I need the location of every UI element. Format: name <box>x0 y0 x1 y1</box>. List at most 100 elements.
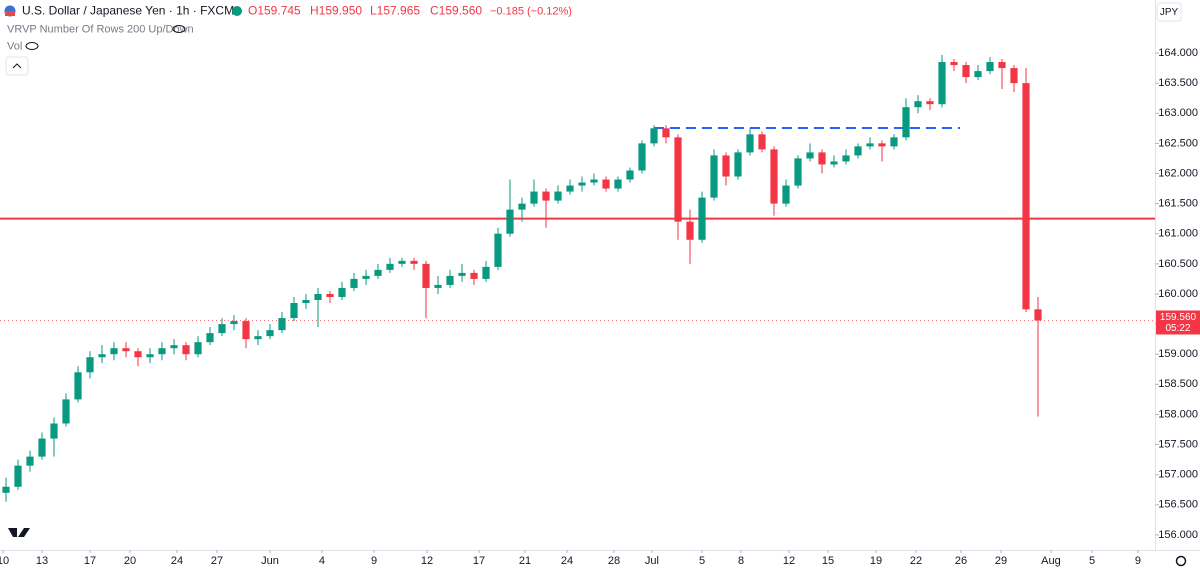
settings-icon[interactable] <box>1175 555 1187 567</box>
x-tick-label: 5 <box>699 555 705 567</box>
x-tick-label: 29 <box>995 555 1007 567</box>
flag-icon-part <box>5 11 15 16</box>
candle-body <box>974 71 982 78</box>
candle-body <box>650 128 658 144</box>
candle-body <box>602 179 610 189</box>
candle-body <box>38 438 46 457</box>
candle-body <box>338 287 346 297</box>
ohlc-low: L157.965 <box>370 4 420 18</box>
candle-body <box>350 278 358 288</box>
candle-body <box>854 146 862 156</box>
candle-body <box>926 101 934 105</box>
collapse-button[interactable] <box>5 56 29 76</box>
candle-body <box>710 155 718 198</box>
indicator-vrvp[interactable]: VRVP Number Of Rows 200 Up/Down <box>7 23 194 35</box>
candle-body <box>482 266 490 279</box>
indicator-vol[interactable]: Vol <box>7 40 22 52</box>
candle-body <box>398 260 406 264</box>
candle-body <box>230 321 238 325</box>
candle-body <box>242 321 250 340</box>
x-tick-label: 9 <box>1135 555 1141 567</box>
candle-body <box>62 399 70 424</box>
y-tick-label: 160.000 <box>1158 288 1198 300</box>
y-tick-label: 159.000 <box>1158 348 1198 360</box>
candle-body <box>626 170 634 180</box>
candle-body <box>290 303 298 319</box>
candle-body <box>374 269 382 276</box>
candle-body <box>758 134 766 150</box>
x-tick-label: 26 <box>955 555 967 567</box>
plot-area <box>0 54 1155 502</box>
candle-body <box>326 293 334 297</box>
x-tick-label: 12 <box>783 555 795 567</box>
candle-body <box>590 179 598 183</box>
eye-icon[interactable] <box>172 25 186 33</box>
x-tick-label: 12 <box>421 555 433 567</box>
y-tick-label: 157.500 <box>1158 438 1198 450</box>
candle-body <box>674 137 682 222</box>
candle-body <box>14 465 22 487</box>
y-tick-label: 158.500 <box>1158 378 1198 390</box>
x-tick-label: 4 <box>319 555 325 567</box>
candle-body <box>422 263 430 288</box>
candle-body <box>962 65 970 78</box>
y-tick-label: 158.000 <box>1158 408 1198 420</box>
candle-body <box>110 348 118 355</box>
candle-body <box>278 318 286 331</box>
candle-body <box>518 203 526 210</box>
candle-body <box>98 354 106 358</box>
candle-body <box>890 137 898 147</box>
candle-body <box>314 293 322 300</box>
candle-body <box>50 423 58 439</box>
x-tick-label: 5 <box>1089 555 1095 567</box>
x-tick-label: 21 <box>519 555 531 567</box>
candle-body <box>302 300 310 304</box>
candle-body <box>458 272 466 276</box>
x-tick-label: 15 <box>822 555 834 567</box>
market-status[interactable] <box>232 6 242 16</box>
candle-body <box>998 62 1006 69</box>
legend: U.S. Dollar / Japanese Yen · 1h · FXCM O… <box>4 2 1187 567</box>
candle-body <box>1022 83 1030 310</box>
currency-button[interactable] <box>1156 2 1182 22</box>
candle-body <box>194 342 202 355</box>
candle-body <box>266 330 274 337</box>
candle-body <box>782 185 790 204</box>
y-tick-label: 156.000 <box>1158 529 1198 541</box>
candle-body <box>26 456 34 466</box>
y-tick-label: 156.500 <box>1158 499 1198 511</box>
candle-body <box>122 348 130 352</box>
price-tag-price: 159.560 <box>1160 312 1197 323</box>
x-tick-label: 22 <box>910 555 922 567</box>
x-tick-label: 17 <box>84 555 96 567</box>
eye-icon[interactable] <box>25 42 39 50</box>
chevron-icon <box>12 63 22 69</box>
candle-body <box>950 62 958 66</box>
x-tick-label: 13 <box>36 555 48 567</box>
candle-body <box>830 161 838 165</box>
tv-logo[interactable] <box>8 528 30 537</box>
x-tick-label: 27 <box>211 555 223 567</box>
candle-body <box>530 191 538 204</box>
candle-body <box>986 62 994 72</box>
candle-body <box>686 221 694 240</box>
candle-body <box>362 275 370 279</box>
candle-body <box>794 158 802 186</box>
y-tick-label: 164.000 <box>1158 47 1198 59</box>
candle-body <box>770 149 778 204</box>
y-tick-label: 162.500 <box>1158 137 1198 149</box>
y-tick-label: 161.000 <box>1158 228 1198 240</box>
x-tick-label: 20 <box>124 555 136 567</box>
candle-body <box>470 272 478 279</box>
ohlc-high: H159.950 <box>310 4 362 18</box>
y-tick-label: 161.500 <box>1158 198 1198 210</box>
price-tag <box>1156 310 1200 335</box>
x-tick-label: 9 <box>371 555 377 567</box>
x-tick-label: 10 <box>0 555 9 567</box>
currency[interactable]: JPY <box>1160 7 1179 18</box>
symbol-title[interactable]: U.S. Dollar / Japanese Yen · 1h · FXCM <box>22 4 234 18</box>
change: −0.185 (−0.12%) <box>490 5 572 17</box>
candle-body <box>134 351 142 358</box>
